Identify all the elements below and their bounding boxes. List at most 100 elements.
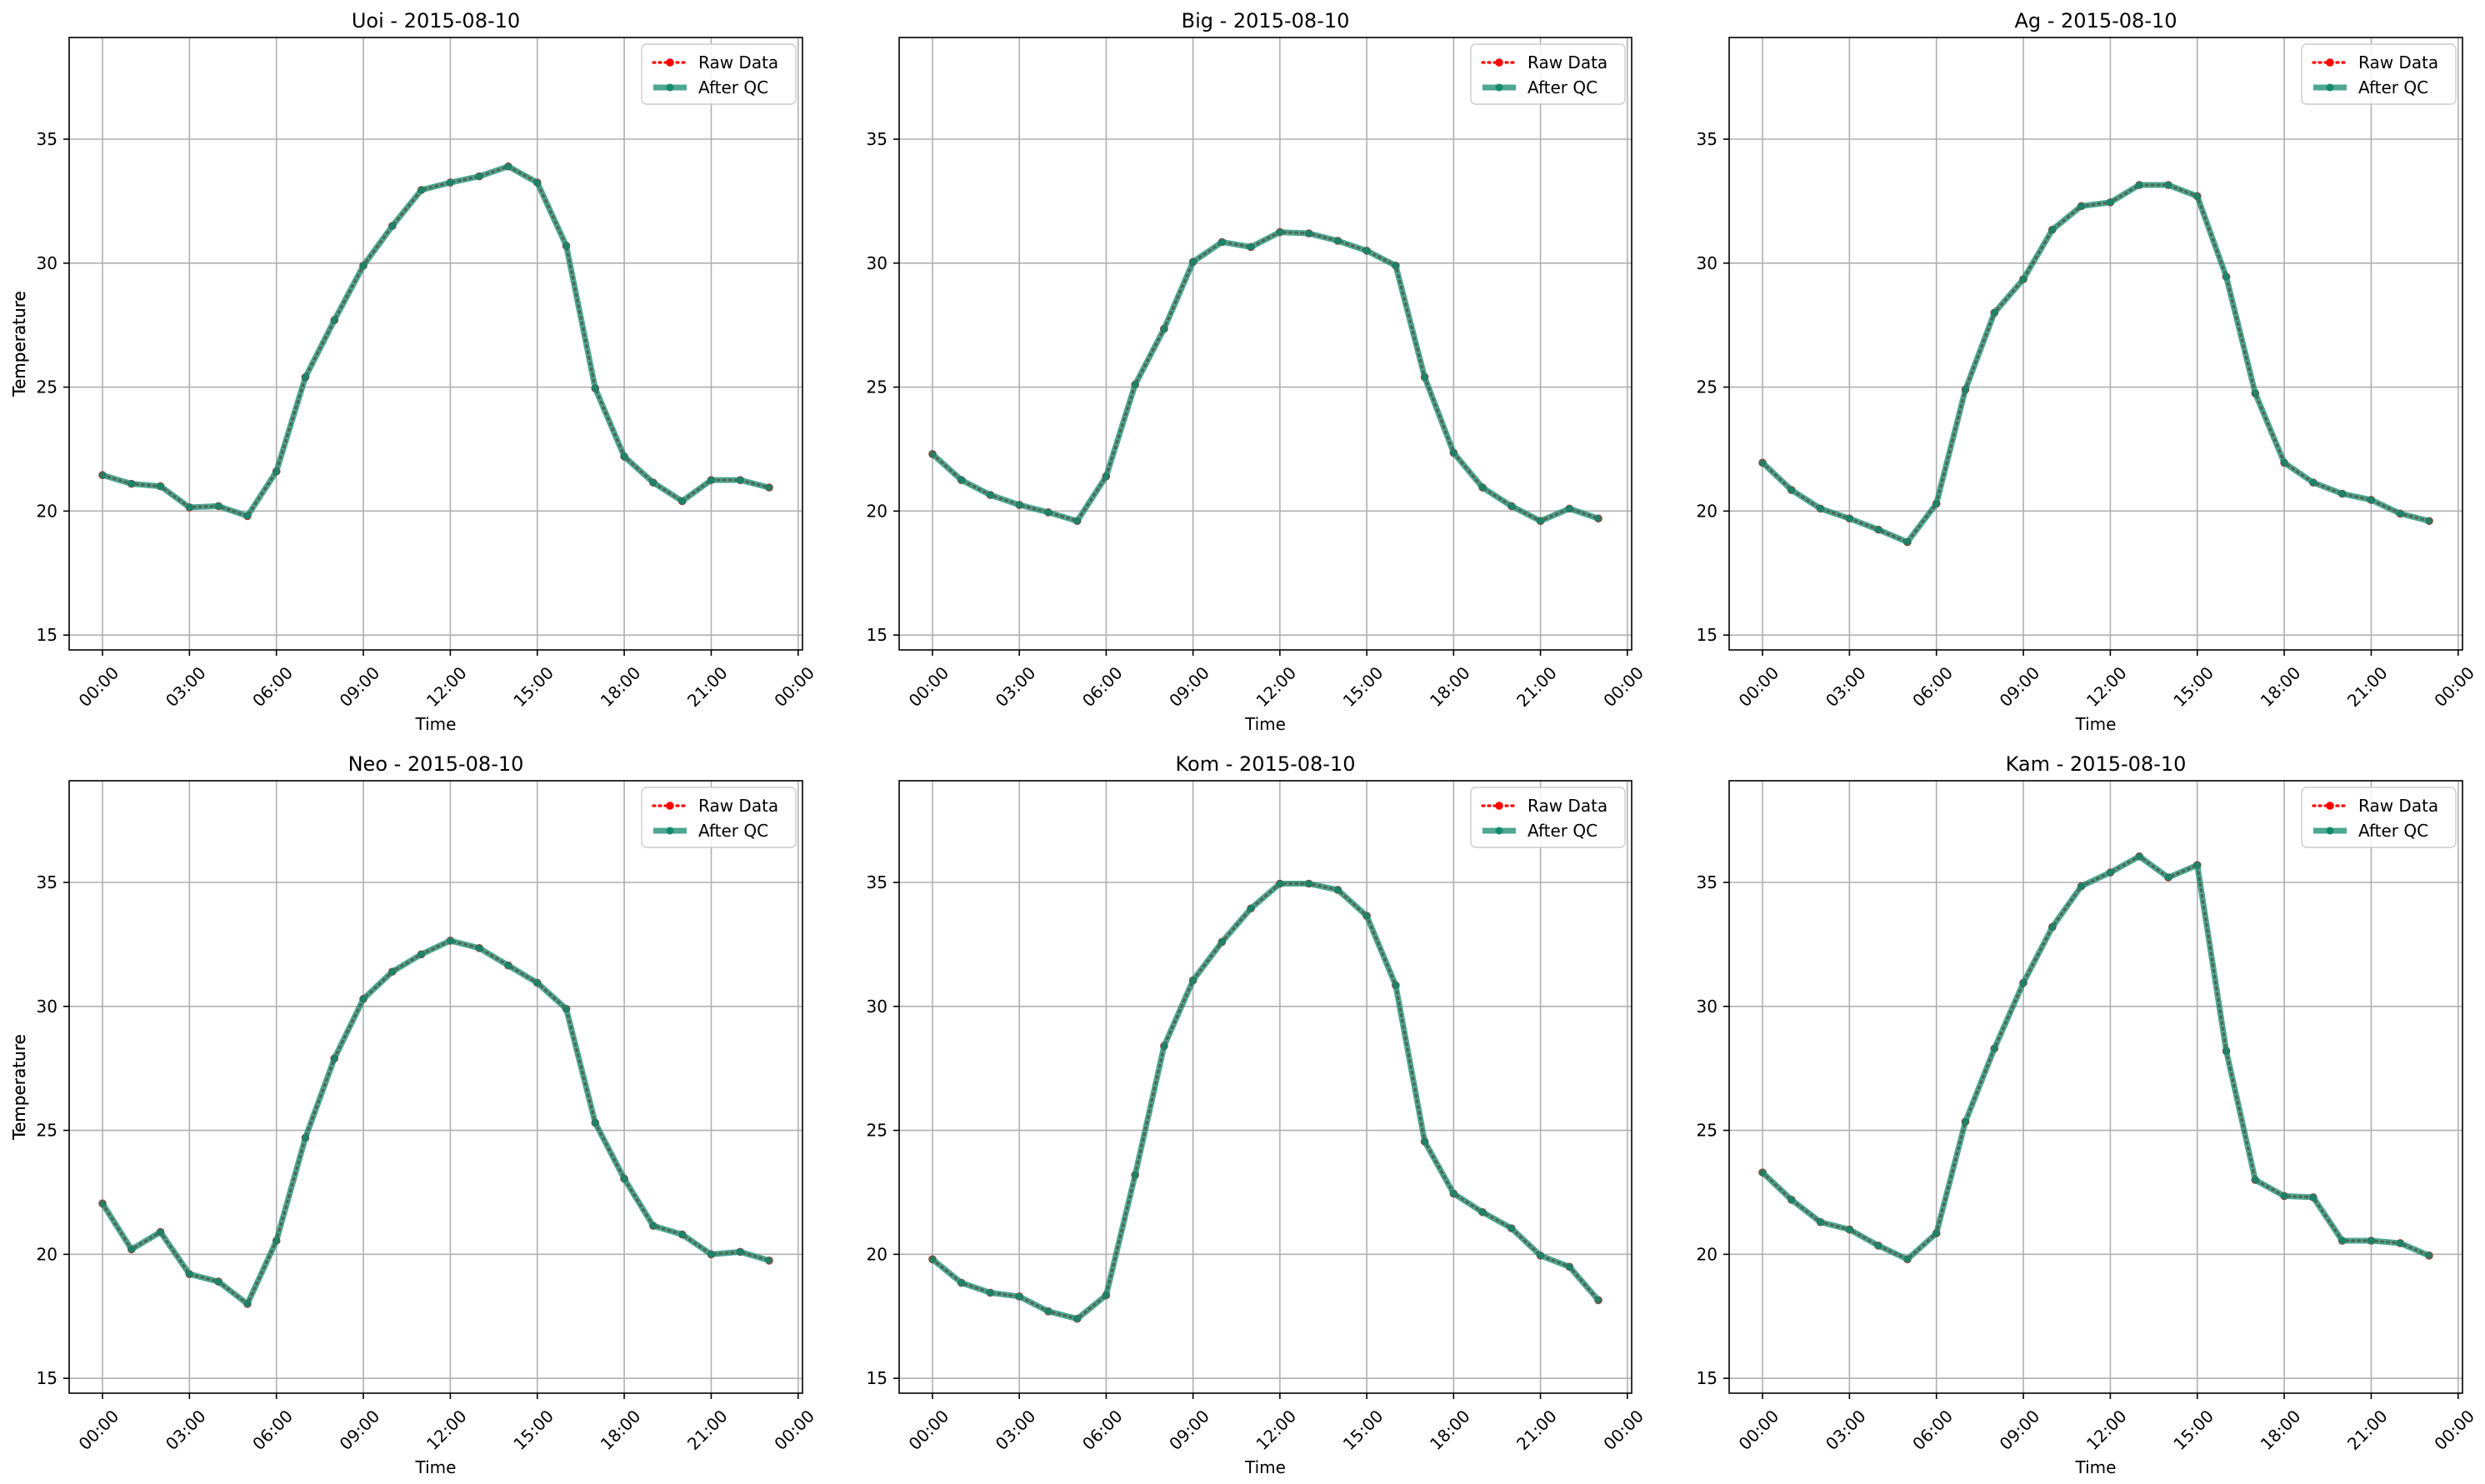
y-axis-label: Temperature <box>9 291 29 397</box>
after-qc-point <box>2367 1237 2375 1245</box>
after-qc-point <box>736 1247 744 1256</box>
after-qc-point <box>562 242 571 250</box>
legend-label-raw: Raw Data <box>698 796 778 816</box>
x-tick-label: 12:00 <box>1252 662 1300 711</box>
after-qc-point <box>1276 879 1284 887</box>
series-layer <box>1758 852 2433 1264</box>
after-qc-point <box>1508 502 1516 510</box>
after-qc-point <box>475 944 483 952</box>
legend-marker-qc <box>666 827 674 835</box>
legend-label-qc: After QC <box>698 821 768 841</box>
legend-label-qc: After QC <box>1528 77 1598 97</box>
after-qc-point <box>214 1277 222 1286</box>
after-qc-point <box>1333 886 1342 894</box>
x-tick-label: 15:00 <box>2169 662 2218 711</box>
after-qc-point <box>2106 868 2114 877</box>
after-qc-point <box>1362 912 1371 920</box>
after-qc-point <box>504 162 512 171</box>
after-qc-point <box>1421 373 1429 382</box>
after-qc-point <box>2309 1193 2318 1202</box>
x-tick-label: 03:00 <box>992 662 1040 711</box>
after-qc-point <box>418 186 426 194</box>
y-tick-label: 35 <box>1697 129 1718 149</box>
after-qc-point <box>446 937 454 945</box>
after-qc-point <box>1961 386 1969 394</box>
series-layer <box>928 879 1602 1323</box>
after-qc-point <box>359 995 368 1003</box>
x-tick-label: 15:00 <box>509 662 558 711</box>
raw-data-line <box>101 165 771 517</box>
after-qc-point <box>678 497 687 505</box>
y-tick-label: 20 <box>37 501 58 521</box>
after-qc-point <box>2425 517 2433 525</box>
y-tick-label: 20 <box>1697 1244 1718 1264</box>
y-axis-label: Temperature <box>9 1034 29 1141</box>
after-qc-point <box>1817 504 1825 512</box>
x-tick-label: 00:00 <box>905 1406 953 1454</box>
after-qc-point <box>272 467 281 476</box>
legend-label-raw: Raw Data <box>2358 52 2438 72</box>
after-qc-line <box>930 880 1601 1322</box>
after-qc-point <box>1478 483 1487 492</box>
after-qc-point <box>272 1237 281 1245</box>
series-layer <box>98 162 773 521</box>
y-tick-label: 25 <box>37 1121 58 1141</box>
after-qc-point <box>1932 499 1941 507</box>
x-axis-label: Time <box>2075 1457 2117 1477</box>
after-qc-point <box>128 480 136 488</box>
after-qc-point <box>649 478 658 487</box>
y-axis-label: Temperature <box>9 291 29 397</box>
after-qc-point <box>1305 229 1313 237</box>
x-axis-label: Time <box>1244 1457 1286 1477</box>
y-tick-label: 35 <box>867 129 888 149</box>
after-qc-point <box>1449 1189 1458 1197</box>
grid <box>899 781 1632 1393</box>
after-qc-line <box>101 163 770 519</box>
after-qc-point <box>1508 1224 1516 1232</box>
x-tick-label: 03:00 <box>162 1406 210 1454</box>
after-qc-line <box>100 937 771 1307</box>
x-tick-label: 21:00 <box>1512 662 1561 711</box>
after-qc-point <box>1478 1208 1487 1217</box>
after-qc-point <box>1392 981 1400 989</box>
after-qc-point <box>2078 882 2086 890</box>
legend-marker-raw <box>2326 802 2334 810</box>
after-qc-point <box>1073 517 1082 525</box>
after-qc-point <box>359 262 368 270</box>
after-qc-point <box>707 1250 715 1258</box>
legend: Raw Data After QC <box>1470 43 1626 105</box>
chart-title: Big - 2015-08-10 <box>1182 9 1350 32</box>
legend-label-raw: Raw Data <box>1528 796 1608 816</box>
after-qc-point <box>928 450 937 458</box>
legend-marker-qc <box>666 83 674 92</box>
after-qc-point <box>1961 1117 1969 1126</box>
legend-label-qc: After QC <box>2358 77 2428 97</box>
x-tick-label: 00:00 <box>2430 1406 2478 1454</box>
y-tick-label: 35 <box>37 872 58 892</box>
x-tick-label: 12:00 <box>2082 662 2131 711</box>
after-qc-point <box>214 502 222 510</box>
after-qc-point <box>1788 486 1796 494</box>
series-layer <box>98 937 773 1308</box>
y-tick-label: 20 <box>867 501 888 521</box>
after-qc-point <box>98 471 107 479</box>
after-qc-point <box>1073 1315 1082 1323</box>
legend-label-raw: Raw Data <box>2358 796 2438 816</box>
x-tick-label: 18:00 <box>1426 1406 1474 1454</box>
x-tick-label: 00:00 <box>1735 662 1783 711</box>
legend-marker-raw <box>666 802 674 810</box>
x-tick-label: 21:00 <box>2343 662 2392 711</box>
after-qc-point <box>475 172 483 181</box>
after-qc-point <box>2164 181 2172 189</box>
y-axis-label: Temperature <box>9 291 29 397</box>
x-axis-label: Time <box>415 714 457 734</box>
grid <box>899 37 1632 650</box>
y-tick-label: 15 <box>867 1368 888 1388</box>
after-qc-point <box>2193 861 2202 869</box>
after-qc-point <box>330 1054 338 1062</box>
legend-marker-qc <box>2326 827 2334 835</box>
subplot-3: 15 20 25 30 35 00:00 03:00 06:00 09:00 12:00 15:00… <box>9 9 2478 734</box>
after-qc-point <box>2048 226 2057 234</box>
after-qc-point <box>1131 381 1139 389</box>
y-tick-label: 25 <box>1697 1121 1718 1141</box>
